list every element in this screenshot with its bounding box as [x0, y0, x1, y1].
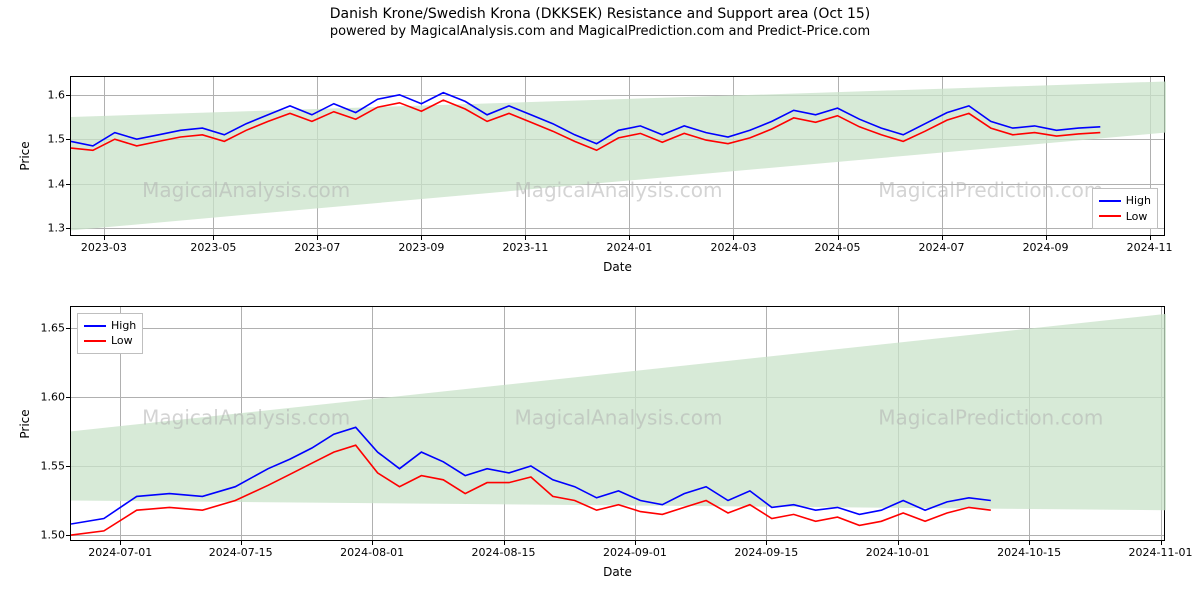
xtick-label: 2024-07-15: [209, 540, 273, 559]
xtick-label: 2024-07-01: [88, 540, 152, 559]
watermark-text: MagicalAnalysis.com: [142, 406, 350, 430]
ytick-label: 1.50: [41, 529, 72, 542]
xtick-label: 2024-10-15: [997, 540, 1061, 559]
legend-item-low: Low: [84, 333, 136, 348]
watermark-text: MagicalAnalysis.com: [514, 406, 722, 430]
chart-svg: MagicalAnalysis.com MagicalAnalysis.com Ma…: [71, 307, 1166, 542]
ytick-label: 1.65: [41, 321, 72, 334]
ytick-label: 1.60: [41, 390, 72, 403]
chart-bottom-plot: 1.501.551.601.652024-07-012024-07-152024…: [70, 306, 1165, 541]
xlabel-bottom: Date: [70, 565, 1165, 579]
xtick-label: 2024-09-01: [603, 540, 667, 559]
xtick-label: 2024-10-01: [866, 540, 930, 559]
ytick-label: 1.55: [41, 459, 72, 472]
legend-label-high: High: [111, 318, 136, 333]
xtick-label: 2024-11-01: [1129, 540, 1193, 559]
legend: HighLow: [77, 313, 143, 354]
ylabel-bottom: Price: [18, 409, 32, 438]
xtick-label: 2024-09-15: [734, 540, 798, 559]
xtick-label: 2024-08-01: [340, 540, 404, 559]
chart-bottom-wrap: Price 1.501.551.601.652024-07-012024-07-…: [0, 6, 1200, 301]
watermark-text: MagicalPrediction.com: [878, 406, 1103, 430]
legend-item-high: High: [84, 318, 136, 333]
legend-label-low: Low: [111, 333, 133, 348]
xtick-label: 2024-08-15: [472, 540, 536, 559]
